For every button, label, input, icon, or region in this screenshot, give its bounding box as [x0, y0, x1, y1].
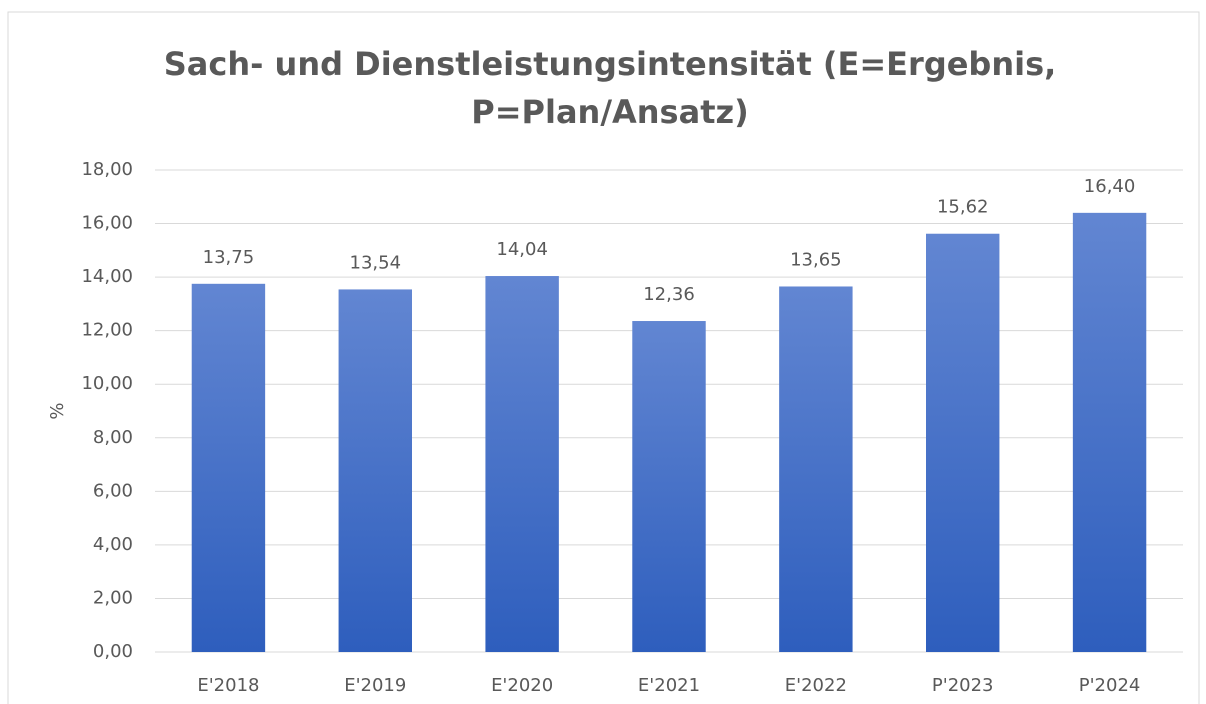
chart-frame — [7, 11, 1200, 704]
x-tick-label: P'2024 — [1079, 675, 1141, 696]
x-tick-label: E'2019 — [344, 675, 406, 696]
y-axis-label: % — [47, 402, 68, 419]
data-label: 12,36 — [643, 284, 695, 305]
y-tick-label: 2,00 — [93, 587, 133, 608]
x-tick-label: P'2023 — [932, 675, 994, 696]
bar — [191, 283, 266, 652]
data-label: 16,40 — [1084, 176, 1136, 197]
y-tick-label: 0,00 — [93, 641, 133, 662]
y-tick-label: 16,00 — [81, 213, 133, 234]
y-tick-label: 14,00 — [81, 266, 133, 287]
y-tick-label: 6,00 — [93, 480, 133, 501]
bar — [926, 233, 1000, 652]
data-label: 13,54 — [350, 252, 402, 273]
data-label: 14,04 — [496, 239, 548, 260]
y-tick-label: 4,00 — [93, 534, 133, 555]
y-tick-label: 8,00 — [93, 427, 133, 448]
x-tick-label: E'2020 — [491, 675, 553, 696]
data-label: 13,65 — [790, 249, 842, 270]
x-tick-label: E'2022 — [785, 675, 847, 696]
bar — [485, 276, 559, 652]
x-tick-label: E'2021 — [638, 675, 700, 696]
x-tick-label: E'2018 — [197, 675, 259, 696]
y-tick-label: 12,00 — [81, 320, 133, 341]
bar — [338, 289, 412, 652]
data-label: 15,62 — [937, 197, 989, 218]
bar — [632, 321, 706, 652]
bar — [779, 286, 853, 652]
bar — [1072, 212, 1147, 652]
y-tick-label: 18,00 — [81, 159, 133, 180]
data-label: 13,75 — [203, 247, 255, 268]
y-tick-label: 10,00 — [81, 373, 133, 394]
chart-title: Sach- und Dienstleistungsintensität (E=E… — [163, 45, 1057, 131]
